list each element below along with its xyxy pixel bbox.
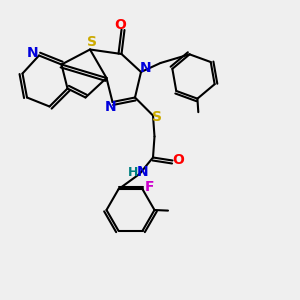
Text: O: O bbox=[172, 153, 184, 166]
Text: N: N bbox=[137, 166, 148, 179]
Text: S: S bbox=[86, 35, 97, 49]
Text: S: S bbox=[152, 110, 162, 124]
Text: O: O bbox=[114, 18, 126, 32]
Text: F: F bbox=[144, 180, 154, 194]
Text: N: N bbox=[27, 46, 38, 60]
Text: N: N bbox=[105, 100, 117, 114]
Text: H: H bbox=[128, 166, 138, 179]
Text: N: N bbox=[140, 61, 151, 75]
